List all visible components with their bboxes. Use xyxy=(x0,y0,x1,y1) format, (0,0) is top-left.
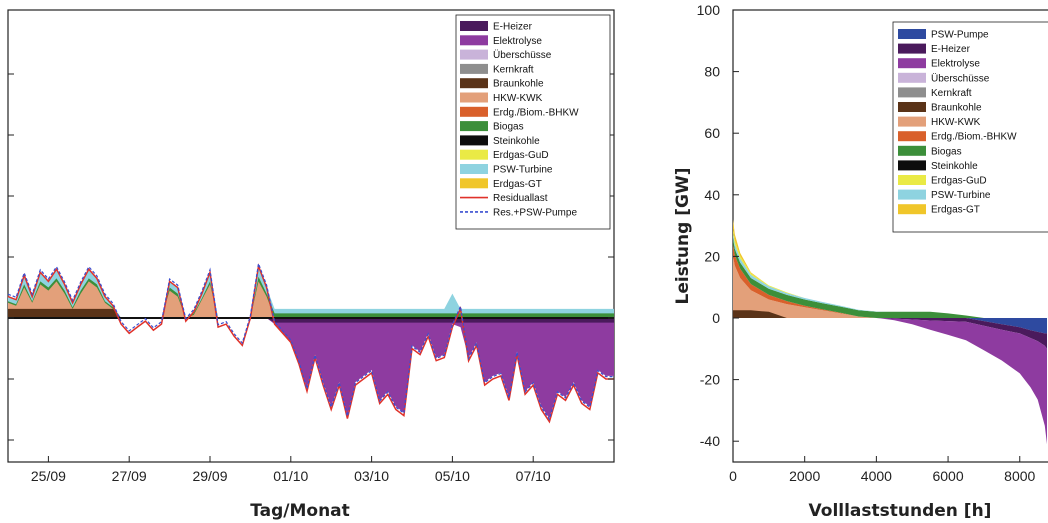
right-area-psw-pumpe xyxy=(733,318,1047,334)
right-legend-label-4: Kernkraft xyxy=(931,88,972,99)
right-legend-swatch-11 xyxy=(898,189,926,200)
right-y-tick-label-2: 60 xyxy=(704,125,720,141)
left-line-layer xyxy=(7,261,614,424)
right-x-tick-label-0: 0 xyxy=(729,468,737,484)
right-chart: 100 80 60 40 20 0 -20 -40 0 2000 4000 6000 8000 Vol… xyxy=(673,2,1048,521)
left-legend: E-Heizer Elektrolyse Überschüsse Kernkraft B… xyxy=(455,14,611,230)
left-x-ticks: 25/09 27/09 29/09 01/10 03/10 05/10 07/10 xyxy=(31,456,551,484)
right-y-axis-label: Leistung [GW] xyxy=(673,168,693,305)
right-legend-swatch-12 xyxy=(898,204,926,215)
left-x-tick-label-1: 27/09 xyxy=(112,468,147,484)
right-legend-swatch-5 xyxy=(898,102,926,112)
right-legend-swatch-3 xyxy=(898,72,926,83)
left-legend-label-7: Biogas xyxy=(493,122,524,133)
right-y-tick-label-1: 80 xyxy=(704,64,720,80)
right-x-tick-label-1: 2000 xyxy=(789,468,820,484)
right-y-tick-label-4: 20 xyxy=(704,248,720,264)
right-y-ticks: 100 80 60 40 20 0 -20 -40 xyxy=(697,2,739,449)
left-legend-swatch-10 xyxy=(460,164,488,174)
left-legend-swatch-9 xyxy=(460,149,488,160)
right-legend-label-6: HKW-KWK xyxy=(931,117,981,128)
left-x-tick-label-6: 07/10 xyxy=(516,468,551,484)
right-x-tick-label-2: 4000 xyxy=(861,468,892,484)
left-legend-swatch-8 xyxy=(460,135,488,146)
right-x-tick-label-4: 8000 xyxy=(1004,468,1035,484)
left-legend-label-5: HKW-KWK xyxy=(493,93,543,104)
left-legend-swatch-3 xyxy=(460,63,488,74)
left-legend-label-12: Residuallast xyxy=(493,193,548,204)
left-y-ticks xyxy=(8,73,614,441)
right-legend-label-3: Überschüsse xyxy=(931,72,990,84)
left-legend-swatch-6 xyxy=(460,106,488,117)
right-legend-label-7: Erdg./Biom.-BHKW xyxy=(931,132,1017,143)
left-legend-swatch-2 xyxy=(460,49,488,60)
right-legend-label-9: Steinkohle xyxy=(931,161,978,172)
right-y-tick-label-6: -20 xyxy=(700,372,720,388)
left-x-tick-label-0: 25/09 xyxy=(31,468,66,484)
left-legend-label-2: Überschüsse xyxy=(493,49,552,61)
right-legend-label-1: E-Heizer xyxy=(931,44,971,55)
left-x-tick-label-3: 01/10 xyxy=(273,468,308,484)
left-legend-label-0: E-Heizer xyxy=(493,22,533,33)
right-x-ticks: 0 2000 4000 6000 8000 xyxy=(729,456,1036,484)
left-legend-label-3: Kernkraft xyxy=(493,64,534,75)
left-legend-label-11: Erdgas-GT xyxy=(493,179,542,190)
left-legend-swatch-11 xyxy=(460,178,488,189)
right-legend-label-5: Braunkohle xyxy=(931,103,982,114)
right-legend-swatch-7 xyxy=(898,131,926,142)
left-line-residuallast xyxy=(7,263,614,424)
left-legend-swatch-4 xyxy=(460,78,488,89)
right-legend-swatch-2 xyxy=(898,58,926,69)
left-legend-label-1: Elektrolyse xyxy=(493,36,542,47)
right-legend-swatch-9 xyxy=(898,160,926,171)
left-legend-label-6: Erdg./Biom.-BHKW xyxy=(493,107,579,118)
right-y-tick-label-5: 0 xyxy=(712,310,720,326)
left-x-axis-label: Tag/Monat xyxy=(250,501,350,521)
right-legend-label-12: Erdgas-GT xyxy=(931,205,980,216)
left-legend-swatch-5 xyxy=(460,92,488,103)
left-legend-swatch-7 xyxy=(460,121,488,132)
left-line-res-psw-pumpe xyxy=(7,261,614,421)
right-legend: PSW-Pumpe E-Heizer Elektrolyse Überschüsse K… xyxy=(892,21,1048,233)
left-legend-label-13: Res.+PSW-Pumpe xyxy=(493,207,577,218)
right-legend-swatch-0 xyxy=(898,29,926,39)
left-legend-label-9: Erdgas-GuD xyxy=(493,150,549,161)
right-legend-swatch-4 xyxy=(898,87,926,98)
right-legend-label-0: PSW-Pumpe xyxy=(931,30,989,41)
right-legend-swatch-8 xyxy=(898,145,926,156)
left-x-tick-label-5: 05/10 xyxy=(435,468,470,484)
left-area-elektrolyse xyxy=(8,318,614,419)
right-legend-swatch-10 xyxy=(898,175,926,185)
right-y-tick-label-0: 100 xyxy=(697,2,721,18)
left-x-tick-label-4: 03/10 xyxy=(354,468,389,484)
right-legend-swatch-1 xyxy=(898,43,926,54)
right-legend-label-2: Elektrolyse xyxy=(931,59,980,70)
left-legend-swatch-1 xyxy=(460,35,488,46)
left-chart: 25/09 27/09 29/09 01/10 03/10 05/10 07/10 Tag/… xyxy=(7,9,615,521)
left-legend-label-10: PSW-Turbine xyxy=(493,165,553,176)
left-x-tick-label-2: 29/09 xyxy=(192,468,227,484)
right-area-layer xyxy=(733,219,1047,445)
left-legend-swatch-0 xyxy=(460,21,488,31)
right-x-axis-label: Volllaststunden [h] xyxy=(809,501,992,521)
right-legend-label-10: Erdgas-GuD xyxy=(931,176,987,187)
right-legend-label-8: Biogas xyxy=(931,146,962,157)
left-legend-label-4: Braunkohle xyxy=(493,79,544,90)
right-y-tick-label-3: 40 xyxy=(704,187,720,203)
right-legend-label-11: PSW-Turbine xyxy=(931,190,991,201)
right-legend-swatch-6 xyxy=(898,116,926,127)
right-x-tick-label-3: 6000 xyxy=(932,468,963,484)
right-area-braunkohle xyxy=(733,310,1047,318)
right-y-tick-label-7: -40 xyxy=(700,433,720,449)
left-legend-label-8: Steinkohle xyxy=(493,136,540,147)
